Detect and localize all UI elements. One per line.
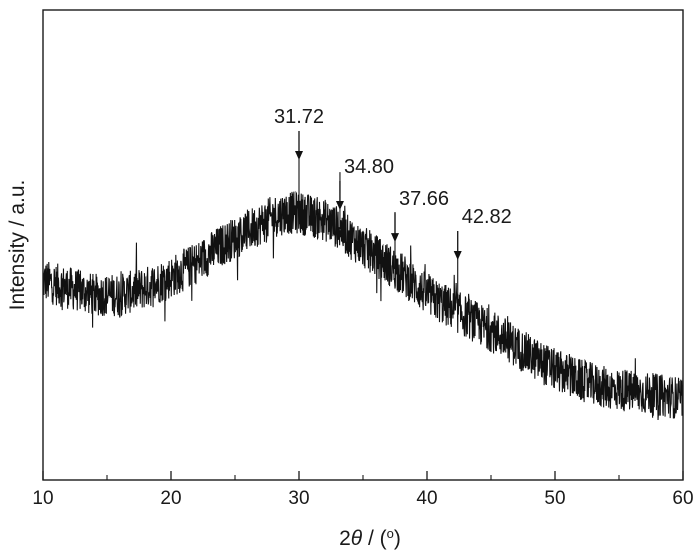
series-line-intensity (43, 155, 683, 421)
y-axis-label: Intensity / a.u. (6, 180, 29, 311)
x-tick-label: 60 (672, 488, 693, 509)
x-axis-label: 2θ / (o) (339, 526, 401, 551)
x-axis: 10 20 30 40 50 60 (32, 471, 694, 509)
peak-arrow-head (453, 251, 462, 260)
peak-arrow-head (391, 233, 399, 243)
x-tick-label: 10 (32, 488, 53, 509)
peak-label: 42.82 (462, 206, 512, 228)
x-tick-label: 50 (544, 488, 565, 509)
peak-label: 37.66 (399, 188, 449, 210)
peak-arrow-head (335, 200, 344, 210)
peak-label: 34.80 (344, 156, 394, 178)
x-tick-label: 20 (160, 488, 181, 509)
peak-label: 31.72 (274, 106, 324, 128)
x-tick-label: 40 (416, 488, 437, 509)
peak-arrow-head (295, 150, 303, 160)
x-tick-label: 30 (288, 488, 309, 509)
